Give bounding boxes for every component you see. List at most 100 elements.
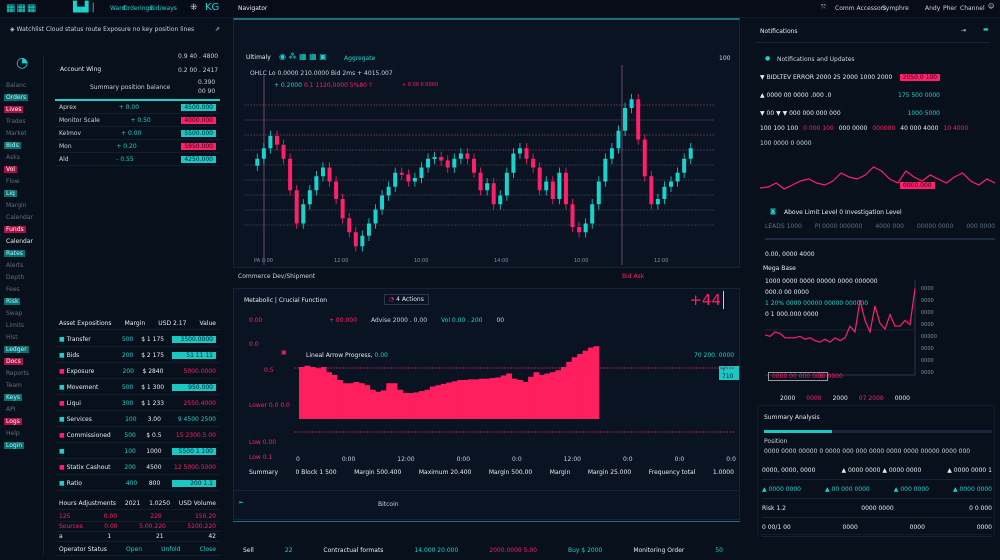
summary-row[interactable]: ▲ 0000 0000 ▲ 00 000 0000 ▲ 000 0000 ▲ 0000… [762,480,992,499]
position-row[interactable]: ■ Commissioned 500 $ 0.5 15 2300.5 00 [55,428,220,443]
candle[interactable] [537,167,542,191]
sidebar-item[interactable]: Liq [4,189,43,198]
minimize-icon[interactable]: ▬ [983,26,989,33]
candle[interactable] [439,157,444,161]
sidebar-item[interactable]: Hist [4,333,43,342]
sidebar-item[interactable]: Risk [4,297,43,306]
sidebar-item[interactable]: Market [4,129,43,138]
top-link-2[interactable]: Andy [925,5,941,12]
summary-progress[interactable] [764,430,992,433]
candle[interactable] [320,167,325,177]
candle[interactable] [531,158,536,168]
sidebar-item[interactable]: Bids [4,141,43,150]
candle[interactable] [399,172,404,175]
sidebar-item[interactable]: Calendar [4,213,43,222]
candle[interactable] [636,99,641,140]
gauge-icon[interactable]: ◔ [16,55,29,71]
candle[interactable] [563,172,568,205]
candle[interactable] [353,232,358,247]
candle[interactable] [570,204,575,227]
candle[interactable] [649,176,654,205]
position-row[interactable]: ■ Transfer 500 $ 1 175 3500.0000 [55,332,220,347]
expand-icon[interactable]: ⤧ [821,4,826,11]
candle[interactable] [445,160,450,168]
sidebar-item[interactable]: Help [4,429,43,438]
candle[interactable] [583,223,588,233]
sidebar-item[interactable]: Swap [4,309,43,318]
candle[interactable] [675,172,680,182]
candle[interactable] [609,148,614,159]
sidebar-item[interactable]: Funds [4,225,43,234]
sidebar-item[interactable]: Trades [4,117,43,126]
nav-item-2[interactable]: Bid/ways [150,5,177,12]
sidebar-item[interactable]: Alerts [4,261,43,270]
candle[interactable] [347,218,352,233]
grid-icon[interactable]: ⁜ [190,3,198,13]
mini-row[interactable]: Monitor Scale + 0.50 4000.000 [55,115,220,127]
expand-small-icon[interactable]: ⇤ [239,499,245,506]
candle[interactable] [373,209,378,224]
sidebar-item[interactable]: Margin [4,201,43,210]
sidebar-item[interactable]: Ledger [4,345,43,354]
candle[interactable] [340,199,345,219]
nav-item-0[interactable]: Ward [110,5,126,12]
sidebar-item[interactable]: Logs [4,417,43,426]
nav-item-1[interactable]: Orderings [123,5,153,12]
sidebar-item[interactable]: Rates [4,249,43,258]
candle[interactable] [274,136,279,145]
sidebar-item[interactable]: Vol [4,165,43,174]
candle[interactable] [557,172,562,199]
position-row[interactable]: ■ Movement 500 $ 1 300 950.000 [55,380,220,395]
candle[interactable] [491,183,496,205]
candle[interactable] [334,181,339,200]
candle[interactable] [603,158,608,182]
candle[interactable] [616,130,621,149]
sidebar-item[interactable]: Asks [4,153,43,162]
candle[interactable] [360,235,365,247]
candle[interactable] [517,148,522,154]
arrows-icon[interactable]: ⇥ [961,27,967,34]
position-row[interactable]: ■ 100 1000 5500 1 100 [55,444,220,459]
candle[interactable] [485,183,490,191]
candle[interactable] [478,172,483,191]
sidebar-item[interactable]: Balanc [4,81,43,90]
position-row[interactable]: ■ Statix Cashout 200 4500 12 5000.5000 [55,460,220,475]
position-row[interactable]: ■ Exposure 200 $ 2840 5000.0000 [55,364,220,379]
position-row[interactable]: ■ Ratio 400 800 200 1.1 [55,476,220,491]
mini-row[interactable]: Aprex + 0.00 4500.000 [55,102,220,114]
candle[interactable] [386,186,391,196]
sidebar-item[interactable]: Orders [4,93,43,102]
sidebar-item[interactable]: Fees [4,285,43,294]
top-link-3[interactable]: Pher [943,5,957,12]
candle[interactable] [366,223,371,236]
position-row[interactable]: ■ Liqui 300 $ 1 233 2550.4000 [55,396,220,411]
alert-item[interactable]: ▼ 00 ▼ ▼ 000 000 000 000 1000 5000 [760,104,940,122]
candle[interactable] [288,158,293,191]
candle[interactable] [577,227,582,233]
sidebar-item[interactable]: Team [4,381,43,390]
candlestick-chart[interactable]: PA 0:00 12:00 10:00 14:00 10:00 12:00 [244,65,734,265]
sparkline-chart[interactable] [760,148,995,193]
summary-row[interactable]: Risk 1.2 0000 0000 0 0 000 [762,499,992,518]
candle[interactable] [458,153,463,159]
actions-badge[interactable]: ◔ 4 Actions [384,294,429,305]
candle[interactable] [393,172,398,187]
sidebar-item[interactable]: API [4,405,43,414]
mini-row[interactable]: Kelmov + 0.00 5500.000 [55,128,220,140]
candle[interactable] [255,158,260,166]
pin-icon[interactable]: ⇗ [214,26,220,33]
candle[interactable] [544,181,549,191]
candle[interactable] [642,139,647,177]
sidebar-item[interactable]: Docs [4,357,43,366]
candle[interactable] [623,108,628,131]
summary-row[interactable]: 0 00/1 00 0000 0000 0000 [762,518,992,537]
candle[interactable] [406,174,411,182]
sidebar-item[interactable]: Login [4,441,43,450]
candle[interactable] [452,158,457,168]
candle[interactable] [426,158,431,168]
candle[interactable] [511,153,516,173]
candle[interactable] [662,186,667,199]
candle[interactable] [261,148,266,159]
candle[interactable] [465,153,470,159]
top-link-4[interactable]: Channel [960,5,985,12]
